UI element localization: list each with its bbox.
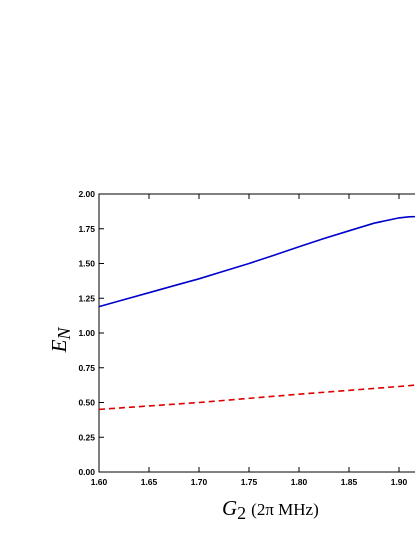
x-tick-label: 1.90	[391, 477, 408, 487]
series-layer	[98, 215, 415, 411]
y-tick-label: 0.00	[78, 467, 95, 477]
y-axis-title-main: E	[47, 339, 71, 353]
y-axis-title: EN	[47, 327, 74, 354]
y-tick-label: 0.75	[78, 363, 95, 373]
x-axis-title-unit: (2π MHz)	[251, 500, 319, 519]
x-axis-title-sub: 2	[237, 503, 246, 523]
y-tick-label: 1.00	[78, 328, 95, 338]
series-line-dashed	[98, 384, 415, 411]
x-axis-title: G2 (2π MHz)	[222, 496, 319, 523]
y-tick-label: 1.50	[78, 259, 95, 269]
x-tick-label: 1.70	[191, 477, 208, 487]
x-tick-label: 1.85	[341, 477, 358, 487]
y-axis-ticks: 0.00 0.25 0.50 0.75 1.00 1.25 1.50 1.75 2.00	[78, 189, 104, 477]
y-tick-label: 0.50	[78, 398, 95, 408]
y-tick-label: 1.25	[78, 293, 95, 303]
x-tick-label: 1.75	[241, 477, 258, 487]
y-axis-title-sub: N	[54, 327, 74, 341]
series-line-solid	[98, 215, 415, 308]
y-tick-label: 1.75	[78, 224, 95, 234]
x-tick-label: 1.65	[141, 477, 158, 487]
y-tick-label: 2.00	[78, 189, 95, 199]
y-tick-label: 0.25	[78, 432, 95, 442]
x-axis-ticks: 1.601.651.701.751.801.851.901.952.00	[91, 194, 408, 487]
x-tick-label: 1.60	[91, 477, 108, 487]
x-tick-label: 1.80	[291, 477, 308, 487]
x-axis-title-main: G	[222, 496, 237, 520]
